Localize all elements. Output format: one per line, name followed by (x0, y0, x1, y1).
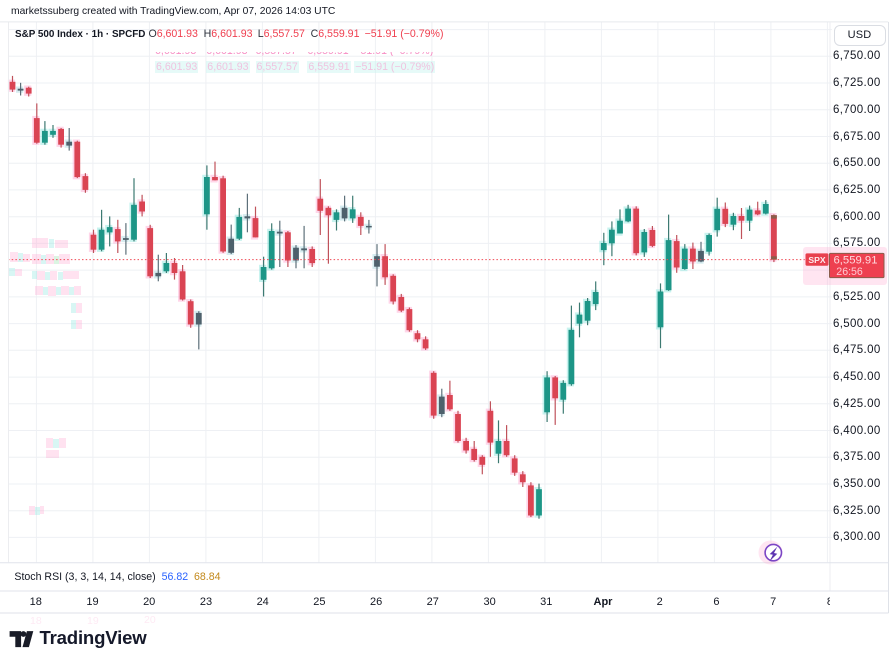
svg-text:18: 18 (30, 615, 42, 627)
svg-text:20: 20 (144, 614, 156, 626)
svg-text:SPX: SPX (808, 255, 825, 265)
svg-text:26:56: 26:56 (836, 266, 863, 278)
svg-text:6,559.91: 6,559.91 (834, 255, 878, 267)
svg-text:19: 19 (87, 615, 99, 627)
